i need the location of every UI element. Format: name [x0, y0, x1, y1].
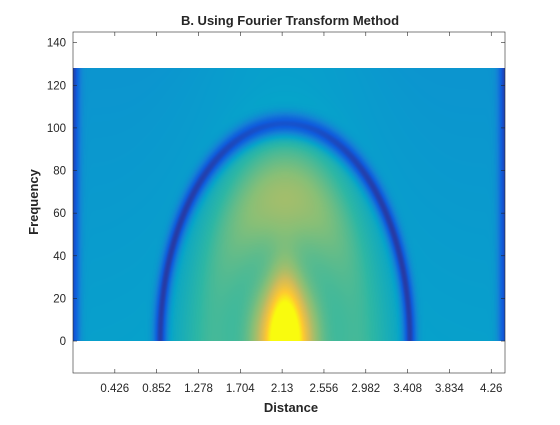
y-axis: 0 20 40 60 80 100 120 140: [47, 38, 505, 348]
y-tick-label: 0: [60, 336, 66, 348]
x-tick-label: 2.13: [271, 383, 293, 395]
x-tick-label: 0.426: [100, 383, 129, 395]
x-tick-label: 1.278: [184, 383, 213, 395]
y-axis-title: Frequency: [26, 168, 41, 235]
y-tick-label: 20: [53, 293, 66, 305]
chart-title: B. Using Fourier Transform Method: [181, 13, 399, 28]
x-tick-label: 2.556: [310, 383, 339, 395]
x-tick-label: 0.852: [142, 383, 171, 395]
x-tick-label: 3.834: [435, 383, 464, 395]
y-tick-label: 80: [53, 166, 66, 178]
heatmap-image: [73, 68, 505, 342]
x-tick-label: 1.704: [226, 383, 255, 395]
y-tick-label: 40: [53, 251, 66, 263]
x-tick-label: 3.408: [393, 383, 422, 395]
x-axis: 0.426 0.852 1.278 1.704 2.13 2.556 2.982 3.408 3…: [100, 32, 502, 395]
x-tick-label: 4.26: [480, 383, 502, 395]
plot-frame: [72, 31, 506, 374]
y-tick-label: 100: [47, 123, 66, 135]
y-tick-label: 140: [47, 38, 66, 50]
y-tick-label: 120: [47, 80, 66, 92]
plot-area: [72, 31, 506, 374]
x-axis-title: Distance: [264, 400, 318, 415]
y-tick-label: 60: [53, 208, 66, 220]
x-tick-label: 2.982: [351, 383, 380, 395]
